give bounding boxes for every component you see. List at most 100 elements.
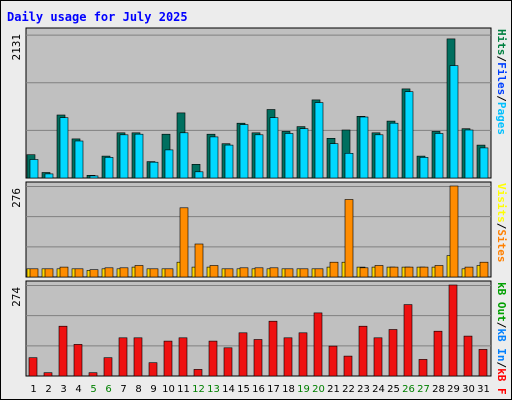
x-tick-label-day-14: 14 <box>222 384 235 395</box>
bar-sites-day-13 <box>209 265 219 278</box>
bar-pages-day-4 <box>74 140 84 179</box>
bar-pages-day-17 <box>269 117 279 179</box>
chart-title: Daily usage for July 2025 <box>7 10 188 24</box>
bar-kb-f-day-6 <box>103 357 113 377</box>
bar-sites-day-21 <box>329 261 339 278</box>
bar-kb-f-day-14 <box>223 347 233 377</box>
y-max-label-kb: 274 <box>10 287 23 307</box>
x-tick-label-day-22: 22 <box>342 384 355 395</box>
bar-sites-day-19 <box>299 268 309 278</box>
legend-visits-sites: Visits/Sites <box>495 183 508 263</box>
bar-sites-day-22 <box>344 199 354 278</box>
x-tick-label-day-24: 24 <box>372 384 385 395</box>
bar-pages-day-20 <box>314 102 324 179</box>
bar-pages-day-30 <box>464 129 474 179</box>
bar-sites-day-24 <box>374 265 384 278</box>
x-tick-label-day-19: 19 <box>297 384 310 395</box>
x-tick-label-day-2: 2 <box>45 384 51 395</box>
x-tick-label-day-18: 18 <box>282 384 295 395</box>
bar-pages-day-12 <box>194 171 204 179</box>
bar-kb-f-day-31 <box>478 349 488 377</box>
x-tick-label-day-5: 5 <box>90 384 96 395</box>
bar-kb-f-day-28 <box>433 330 443 377</box>
bar-kb-f-day-30 <box>463 335 473 377</box>
bar-kb-f-day-3 <box>58 325 68 377</box>
legend-entry: Files <box>495 62 508 95</box>
bar-kb-f-day-27 <box>418 359 428 377</box>
bar-pages-day-19 <box>299 128 309 179</box>
plot-area-visits-sites <box>25 181 492 278</box>
bar-pages-day-27 <box>419 157 429 179</box>
legend-entry: Sites <box>495 229 508 262</box>
bar-pages-day-7 <box>119 134 129 179</box>
bar-kb-f-day-26 <box>403 304 413 377</box>
bar-pages-day-28 <box>434 133 444 179</box>
bar-sites-day-28 <box>434 265 444 278</box>
bar-kb-f-day-16 <box>253 339 263 377</box>
bar-kb-f-day-2 <box>43 372 53 377</box>
bar-sites-day-26 <box>404 266 414 278</box>
bar-pages-day-25 <box>389 122 399 179</box>
bar-sites-day-14 <box>224 268 234 278</box>
legend-entry: / <box>495 56 508 63</box>
bar-sites-day-8 <box>134 265 144 278</box>
legend-entry: kB F <box>495 368 508 395</box>
bar-pages-day-31 <box>479 147 489 179</box>
x-tick-label-day-10: 10 <box>162 384 175 395</box>
bar-pages-day-22 <box>344 153 354 179</box>
bar-kb-f-day-19 <box>298 332 308 377</box>
bar-sites-day-27 <box>419 266 429 278</box>
bar-sites-day-2 <box>44 268 54 278</box>
bar-pages-day-21 <box>329 143 339 179</box>
bar-sites-day-7 <box>119 267 129 278</box>
legend-entry: kB Out <box>495 282 508 322</box>
y-max-label-visits-sites: 276 <box>10 188 23 208</box>
y-max-label-hits-files-pages: 2131 <box>10 34 23 61</box>
legend-entry: kB In <box>495 328 508 361</box>
bar-kb-f-day-22 <box>343 355 353 377</box>
bar-sites-day-23 <box>359 267 369 278</box>
bar-kb-f-day-21 <box>328 345 338 377</box>
x-tick-label-day-28: 28 <box>432 384 445 395</box>
bar-sites-day-4 <box>74 268 84 278</box>
legend-entry: / <box>495 322 508 329</box>
x-tick-label-day-27: 27 <box>417 384 430 395</box>
legend-hits-files-pages: Hits/Files/Pages <box>495 29 508 135</box>
bar-sites-day-9 <box>149 268 159 278</box>
bar-sites-day-16 <box>254 267 264 278</box>
bar-sites-day-20 <box>314 268 324 278</box>
legend-entry: Hits <box>495 29 508 56</box>
legend-entry: / <box>495 223 508 230</box>
bar-sites-day-31 <box>479 261 489 278</box>
bar-pages-day-11 <box>179 132 189 179</box>
bar-sites-day-6 <box>104 267 114 278</box>
x-tick-label-day-15: 15 <box>237 384 250 395</box>
bar-pages-day-24 <box>374 134 384 179</box>
bar-sites-day-29 <box>449 185 459 278</box>
bar-kb-f-day-15 <box>238 332 248 377</box>
bar-kb-f-day-1 <box>28 357 38 377</box>
bar-kb-f-day-9 <box>148 362 158 377</box>
bar-kb-f-day-29 <box>448 284 458 377</box>
x-tick-label-day-17: 17 <box>267 384 280 395</box>
x-tick-label-day-12: 12 <box>192 384 205 395</box>
x-tick-label-day-26: 26 <box>402 384 415 395</box>
x-tick-label-day-7: 7 <box>120 384 126 395</box>
bar-pages-day-8 <box>134 133 144 179</box>
x-tick-label-day-13: 13 <box>207 384 220 395</box>
x-tick-label-day-11: 11 <box>177 384 190 395</box>
bar-pages-day-14 <box>224 144 234 179</box>
bar-kb-f-day-25 <box>388 329 398 377</box>
bar-sites-day-3 <box>59 266 69 278</box>
bar-pages-day-18 <box>284 133 294 179</box>
bar-kb-f-day-7 <box>118 337 128 377</box>
bar-kb-f-day-8 <box>133 337 143 377</box>
x-tick-label-day-1: 1 <box>30 384 36 395</box>
bar-pages-day-26 <box>404 91 414 179</box>
bar-pages-day-16 <box>254 134 264 179</box>
bar-kb-f-day-13 <box>208 340 218 377</box>
bar-pages-day-13 <box>209 136 219 179</box>
x-tick-label-day-9: 9 <box>150 384 156 395</box>
x-tick-label-day-30: 30 <box>462 384 475 395</box>
